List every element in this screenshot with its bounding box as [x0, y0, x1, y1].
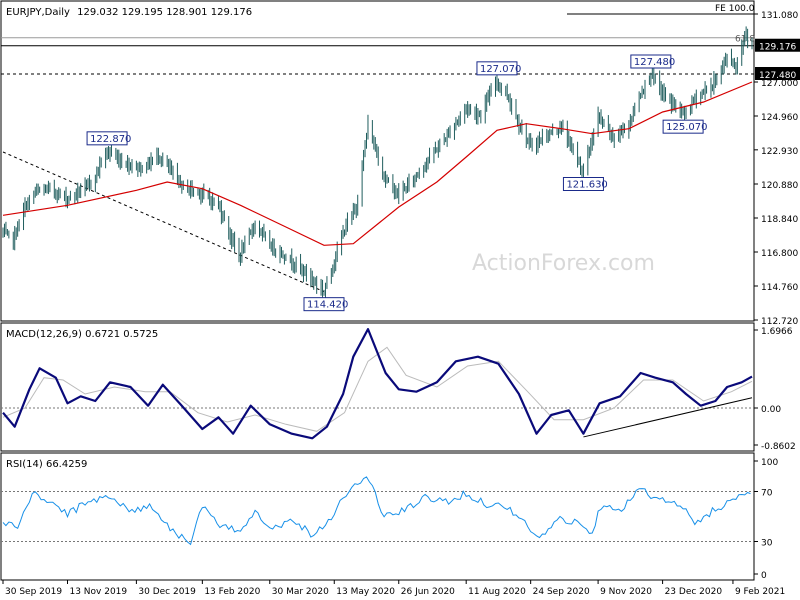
date-axis-label: 11 Aug 2020 — [468, 587, 526, 597]
macd-panel: MACD(12,26,9) 0.6721 0.5725 — [0, 322, 755, 452]
price-axis-label: 114.760 — [761, 283, 798, 293]
falling-trend-line — [2, 151, 325, 293]
price-annotation-box — [630, 54, 672, 69]
price-annotation-box — [86, 131, 128, 146]
rsi-marks — [1, 476, 754, 546]
date-axis-label: 9 Feb 2021 — [735, 587, 785, 597]
level-tag — [755, 67, 800, 80]
date-axis-label: 9 Nov 2020 — [600, 587, 652, 597]
price-annotation-label: 127.070 — [480, 64, 521, 75]
date-axis-label: 30 Dec 2019 — [138, 587, 196, 597]
date-axis-label: 30 Sep 2019 — [5, 587, 62, 597]
macd-axis-label: 1.6966 — [761, 327, 793, 337]
watermark: ActionForex.com — [472, 251, 655, 276]
rsi-panel-frame — [0, 452, 755, 581]
date-axis-label: 13 Nov 2019 — [69, 587, 127, 597]
symbol-label: EURJPY,Daily — [6, 7, 70, 18]
date-axis: 30 Sep 2019 13 Nov 2019 30 Dec 2019 13 Feb … — [2, 580, 785, 597]
price-axis-label: 118.840 — [761, 215, 798, 225]
price-annotation-box — [562, 177, 604, 191]
macd-header: MACD(12,26,9) 0.6721 0.5725 — [6, 329, 158, 340]
date-axis-label: 13 May 2020 — [336, 587, 395, 597]
current-price-tag-label: 129.176 — [759, 43, 796, 53]
price-axis-label: 122.930 — [761, 147, 798, 157]
rsi-header: RSI(14) 66.4259 — [6, 459, 87, 470]
price-annotation-box — [303, 297, 345, 312]
current-price-tag — [755, 38, 800, 52]
price-axis-label: 116.800 — [761, 249, 798, 259]
symbol-header: EURJPY,Daily 129.032 129.195 128.901 129… — [6, 7, 252, 18]
price-panel-frame — [0, 0, 755, 322]
level-tag-label: 127.480 — [759, 71, 796, 81]
price-axis-label: 120.880 — [761, 181, 798, 191]
macd-rising-trend-line — [583, 397, 753, 438]
ohlc-values: 129.032 129.195 128.901 129.176 — [77, 7, 252, 18]
price-annotation-label: 125.070 — [666, 122, 707, 133]
price-axis-label: 127.000 — [761, 79, 798, 89]
macd-panel-frame — [0, 322, 755, 452]
fe-100-label: FE 100.0 — [715, 4, 755, 14]
moving-average-line — [2, 81, 753, 246]
macd-axis-label: -0.8602 — [761, 442, 796, 452]
price-annotation-label: 127.480 — [634, 57, 675, 68]
price-annotation-label: 114.420 — [307, 300, 348, 311]
price-axis-label: 112.720 — [761, 317, 798, 327]
macd-line — [2, 328, 753, 440]
macd-marks — [1, 328, 754, 440]
date-axis-label: 26 Jun 2020 — [401, 587, 455, 597]
rsi-axis-label: 30 — [761, 539, 773, 549]
macd-axis-label: 0.00 — [761, 405, 781, 415]
price-annotation-box — [476, 61, 518, 76]
price-annotation-label: 122.870 — [90, 134, 131, 145]
price-annotation-label: 121.630 — [566, 180, 607, 191]
price-axis-label: 124.960 — [761, 113, 798, 123]
rsi-axis-label: 100 — [761, 458, 778, 468]
right-price-axis: 131.080 127.000 124.960 122.930 120.880 118.8… — [754, 11, 800, 581]
rsi-line — [2, 476, 751, 546]
price-panel: ActionForex.com 61.8FE 100.0122.870114.4… — [0, 0, 755, 322]
date-axis-label: 13 Feb 2020 — [204, 587, 260, 597]
date-axis-label: 23 Dec 2020 — [665, 587, 723, 597]
date-axis-label: 30 Mar 2020 — [272, 587, 329, 597]
date-axis-label: 24 Sep 2020 — [533, 587, 590, 597]
rsi-axis-label: 70 — [761, 489, 773, 499]
price-axis-label: 131.080 — [761, 11, 798, 21]
rsi-panel: RSI(14) 66.4259 — [0, 452, 755, 581]
price-annotation-box — [662, 119, 704, 134]
price-marks: 61.8FE 100.0122.870114.420127.070121.630… — [1, 4, 755, 312]
rsi-axis-label: 0 — [761, 571, 767, 581]
